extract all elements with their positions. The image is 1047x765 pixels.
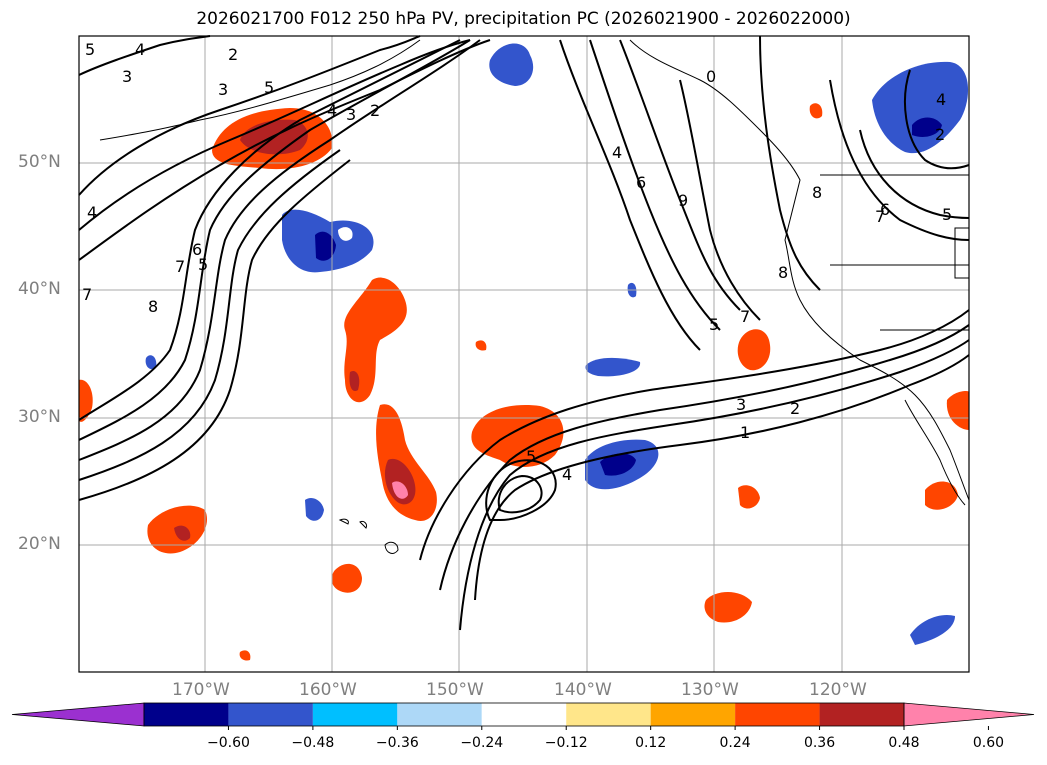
- lat-label: 50°N: [18, 152, 61, 172]
- colorbar-segment: [819, 703, 904, 726]
- contour-label: 6: [636, 173, 646, 192]
- colorbar-segment: [566, 703, 651, 726]
- contour-label: 3: [122, 67, 132, 86]
- pv-contours: [78, 35, 970, 631]
- map-background: [79, 36, 969, 672]
- colorbar-tick-label: 0.12: [635, 735, 667, 751]
- contour-label: 4: [135, 40, 145, 59]
- colorbar-tick-label: 0.36: [803, 735, 836, 751]
- lat-label: 40°N: [18, 279, 61, 299]
- colorbar-extend-max: [903, 702, 1035, 727]
- contour-label: 5: [85, 40, 95, 59]
- contour-label: 1: [740, 423, 750, 442]
- contour-label: 4: [562, 465, 572, 484]
- colorbar-tick-label: −0.60: [206, 735, 250, 751]
- contour-label: 8: [778, 263, 788, 282]
- colorbar-segment: [397, 703, 482, 726]
- contour-label: 9: [678, 191, 688, 210]
- colorbar-segment: [735, 703, 820, 726]
- colorbar-segment: [650, 703, 736, 726]
- contour-label: 6: [192, 240, 202, 259]
- contour-label: 4: [327, 101, 337, 120]
- colorbar-tick-label: −0.36: [375, 735, 419, 751]
- contour-label: 0: [706, 67, 716, 86]
- colorbar-tick-label: −0.24: [460, 735, 504, 751]
- contour-label: 7: [175, 257, 185, 276]
- contour-label: 4: [936, 90, 946, 109]
- contour-label: 5: [264, 78, 274, 97]
- contour-label: 3: [736, 395, 746, 414]
- colorbar-tick-label: 0.60: [972, 735, 1005, 751]
- colorbar-tick-label: 0.24: [719, 735, 751, 751]
- colorbar-segment: [312, 703, 398, 726]
- colorbar-tick-label: −0.48: [291, 735, 335, 751]
- contour-label: 8: [812, 183, 822, 202]
- colorbar-segment: [228, 703, 313, 726]
- contour-label: 4: [612, 143, 622, 162]
- contour-label: 2: [790, 399, 800, 418]
- contour-label: 6: [880, 200, 890, 219]
- colorbar-extend-min: [11, 702, 145, 727]
- contour-label: 7: [740, 307, 750, 326]
- colorbar-segment: [481, 703, 567, 726]
- contour-label: 5: [709, 315, 719, 334]
- contour-label: 7: [875, 207, 885, 226]
- contour-label: 5: [526, 447, 536, 466]
- precip-shading: [79, 43, 969, 661]
- contour-label: 4: [87, 203, 97, 222]
- contour-label: 5: [198, 255, 208, 274]
- lon-label: 140°W: [554, 680, 612, 700]
- contour-label: 2: [370, 101, 380, 120]
- colorbar-tick-label: 0.48: [888, 735, 920, 751]
- contour-label: 5: [942, 205, 952, 224]
- contour-label: 2: [935, 125, 945, 144]
- lon-label: 170°W: [172, 680, 230, 700]
- contour-label: 8: [148, 297, 158, 316]
- lon-label: 160°W: [299, 680, 357, 700]
- lat-label: 30°N: [18, 407, 61, 427]
- map-frame: [78, 35, 970, 673]
- colorbar-outline: [143, 702, 905, 727]
- contour-labels: 5 4 3 2 3 5 4 3 2 4 7 6 5 8 7 0 4 6 9 8 …: [82, 40, 952, 484]
- colorbar-segment: [144, 703, 229, 726]
- lon-label: 120°W: [809, 680, 867, 700]
- map-title: 2026021700 F012 250 hPa PV, precipitatio…: [196, 9, 851, 29]
- contour-label: 7: [82, 285, 92, 304]
- colorbar: [11, 702, 1035, 730]
- lat-label: 20°N: [18, 534, 61, 554]
- colorbar-tick-label: −0.12: [544, 735, 588, 751]
- contour-label: 2: [228, 45, 238, 64]
- lon-label: 130°W: [681, 680, 739, 700]
- lon-label: 150°W: [426, 680, 484, 700]
- coastlines: [99, 39, 970, 554]
- contour-label: 3: [346, 105, 356, 124]
- contour-label: 3: [218, 80, 228, 99]
